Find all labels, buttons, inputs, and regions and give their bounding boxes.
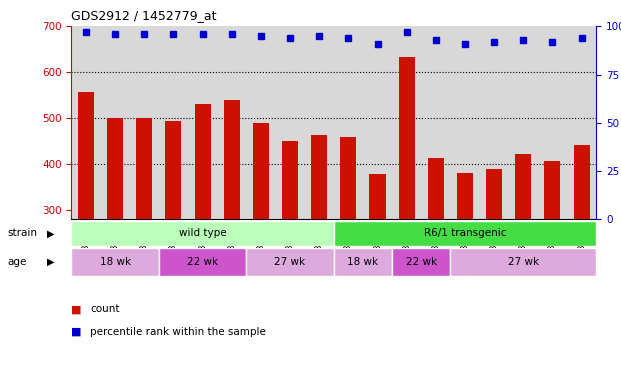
Text: wild type: wild type <box>179 228 227 238</box>
Text: ■: ■ <box>71 327 82 337</box>
Text: 22 wk: 22 wk <box>187 256 218 267</box>
Bar <box>486 169 502 219</box>
Bar <box>165 120 181 219</box>
Bar <box>545 161 560 219</box>
Text: ▶: ▶ <box>47 228 55 238</box>
Bar <box>247 248 334 276</box>
Bar <box>71 221 334 246</box>
Text: R6/1 transgenic: R6/1 transgenic <box>424 228 506 238</box>
Text: 18 wk: 18 wk <box>99 256 130 267</box>
Bar <box>450 248 596 276</box>
Text: age: age <box>7 256 27 267</box>
Bar <box>282 141 298 219</box>
Text: strain: strain <box>7 228 37 238</box>
Bar <box>194 104 211 219</box>
Bar <box>334 248 392 276</box>
Bar <box>311 135 327 219</box>
Text: percentile rank within the sample: percentile rank within the sample <box>90 327 266 337</box>
Text: 22 wk: 22 wk <box>406 256 437 267</box>
Bar <box>457 173 473 219</box>
Bar <box>159 248 247 276</box>
Bar <box>136 118 152 219</box>
Bar <box>253 123 269 219</box>
Bar <box>574 146 589 219</box>
Bar <box>399 57 415 219</box>
Bar <box>369 174 386 219</box>
Bar <box>340 136 356 219</box>
Text: ■: ■ <box>71 304 82 314</box>
Bar <box>78 92 94 219</box>
Bar <box>224 100 240 219</box>
Bar <box>392 248 450 276</box>
Bar <box>334 221 596 246</box>
Text: 27 wk: 27 wk <box>508 256 539 267</box>
Bar <box>428 158 444 219</box>
Text: 18 wk: 18 wk <box>347 256 379 267</box>
Bar <box>71 248 159 276</box>
Bar <box>107 118 123 219</box>
Bar <box>515 154 532 219</box>
Text: ▶: ▶ <box>47 256 55 267</box>
Text: count: count <box>90 304 120 314</box>
Text: GDS2912 / 1452779_at: GDS2912 / 1452779_at <box>71 9 217 22</box>
Text: 27 wk: 27 wk <box>274 256 306 267</box>
